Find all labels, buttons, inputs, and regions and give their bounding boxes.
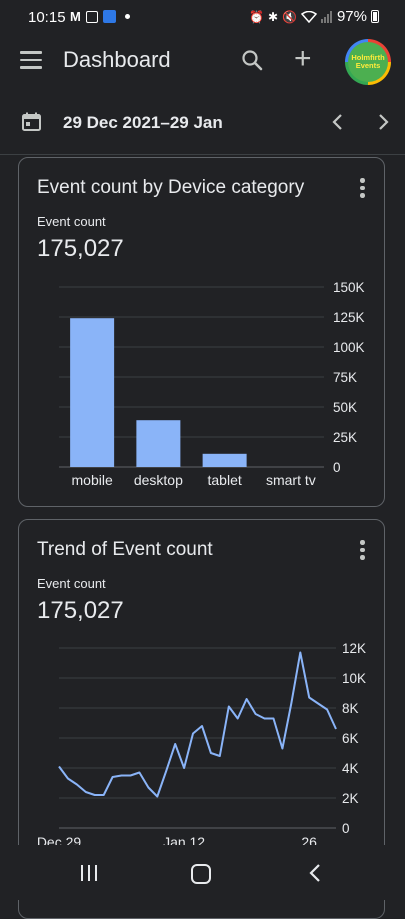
series-line — [59, 653, 336, 797]
bar-tablet — [203, 454, 247, 467]
date-range-label[interactable]: 29 Dec 2021–29 Jan — [63, 113, 223, 133]
bar-desktop — [136, 420, 180, 467]
search-icon[interactable] — [240, 48, 264, 72]
x-tick-label: mobile — [72, 472, 113, 488]
avatar-logo: Holmfirth Events — [348, 42, 388, 82]
system-nav-bar — [0, 845, 405, 900]
y-tick-label: 0 — [342, 821, 350, 836]
x-tick-label: smart tv — [266, 472, 316, 488]
y-tick-label: 25K — [333, 430, 357, 445]
y-tick-label: 150K — [333, 280, 365, 295]
calendar-icon[interactable] — [22, 112, 41, 131]
y-tick-label: 6K — [342, 731, 359, 746]
alarm-icon: ⏰ — [249, 10, 264, 24]
y-tick-label: 100K — [333, 340, 365, 355]
dot-icon — [125, 14, 130, 19]
back-icon[interactable] — [308, 863, 322, 883]
system-icons: ⏰ ✱ 🔇 97% — [249, 8, 379, 25]
wifi-icon — [301, 11, 317, 23]
y-tick-label: 10K — [342, 671, 366, 686]
device-category-card[interactable]: Event count by Device category Event cou… — [18, 157, 385, 507]
x-tick-label: tablet — [208, 472, 242, 488]
y-tick-label: 12K — [342, 641, 366, 656]
status-bar: 10:15 M ⏰ ✱ 🔇 97% — [0, 0, 405, 34]
battery-text: 97% — [337, 8, 367, 25]
y-tick-label: 0 — [333, 460, 341, 475]
y-tick-label: 50K — [333, 400, 357, 415]
y-tick-label: 125K — [333, 310, 365, 325]
avatar[interactable]: Holmfirth Events — [345, 39, 391, 85]
status-time: 10:15 — [28, 9, 66, 26]
bluetooth-icon: ✱ — [268, 10, 278, 24]
mute-icon: 🔇 — [282, 10, 297, 24]
avatar-text-line2: Events — [356, 62, 381, 70]
y-tick-label: 2K — [342, 791, 359, 806]
signal-icon — [321, 11, 333, 23]
app-bar: Dashboard + Holmfirth Events — [0, 34, 405, 88]
y-tick-label: 8K — [342, 701, 359, 716]
date-range-bar: 29 Dec 2021–29 Jan — [0, 98, 405, 146]
bar-mobile — [70, 318, 114, 467]
instagram-icon — [86, 11, 98, 23]
divider — [0, 154, 405, 155]
y-tick-label: 4K — [342, 761, 359, 776]
chevron-right-icon[interactable] — [373, 111, 393, 133]
recent-apps-icon[interactable] — [79, 865, 99, 881]
bar-chart: 0 25K 50K 75K 100K 125K 150K mobile desktop table… — [19, 158, 384, 506]
y-tick-label: 75K — [333, 370, 357, 385]
home-icon[interactable] — [191, 864, 211, 884]
add-icon[interactable]: + — [294, 47, 312, 71]
gmail-icon: M — [70, 9, 81, 24]
chevron-left-icon[interactable] — [328, 111, 348, 133]
notification-icons: M — [70, 9, 130, 24]
app-notification-icon — [103, 10, 116, 23]
page-title: Dashboard — [63, 47, 171, 73]
battery-icon — [371, 10, 379, 23]
x-tick-label: desktop — [134, 472, 183, 488]
menu-icon[interactable] — [20, 51, 42, 69]
